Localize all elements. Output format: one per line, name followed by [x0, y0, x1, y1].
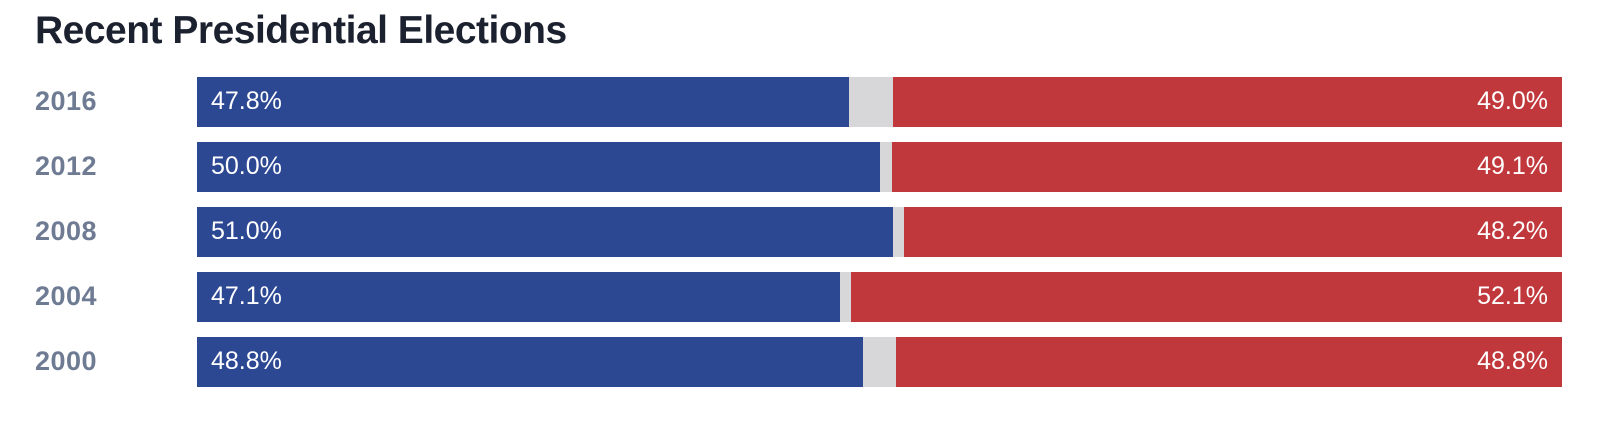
democratic-value-label: 50.0%: [211, 152, 282, 181]
year-label: 2012: [35, 151, 98, 182]
republican-value-label: 49.1%: [1477, 152, 1548, 181]
democratic-bar-segment: 47.1%: [197, 271, 840, 322]
year-label: 2016: [35, 86, 98, 117]
other-bar-segment: [879, 141, 892, 192]
election-row: 2004 47.1% 52.1%: [0, 271, 1562, 322]
democratic-value-label: 47.1%: [211, 282, 282, 311]
other-bar-segment: [839, 271, 851, 322]
other-bar-segment: [893, 206, 905, 257]
election-row: 2016 47.8% 49.0%: [0, 76, 1562, 127]
democratic-value-label: 47.8%: [211, 87, 282, 116]
election-row: 2008 51.0% 48.2%: [0, 206, 1562, 257]
stacked-bar: 47.8% 49.0%: [197, 76, 1562, 127]
year-label: 2004: [35, 281, 98, 312]
republican-value-label: 49.0%: [1477, 87, 1548, 116]
republican-value-label: 52.1%: [1477, 282, 1548, 311]
republican-bar-segment: 49.1%: [891, 141, 1562, 192]
republican-bar-segment: 49.0%: [893, 76, 1562, 127]
democratic-value-label: 48.8%: [211, 347, 282, 376]
republican-value-label: 48.2%: [1477, 217, 1548, 246]
democratic-value-label: 51.0%: [211, 217, 282, 246]
chart-title: Recent Presidential Elections: [35, 9, 567, 52]
stacked-bar: 50.0% 49.1%: [197, 141, 1562, 192]
stacked-bar: 51.0% 48.2%: [197, 206, 1562, 257]
year-label: 2008: [35, 216, 98, 247]
republican-value-label: 48.8%: [1477, 347, 1548, 376]
democratic-bar-segment: 50.0%: [197, 141, 880, 192]
republican-bar-segment: 52.1%: [850, 271, 1562, 322]
stacked-bar: 48.8% 48.8%: [197, 336, 1562, 387]
year-label: 2000: [35, 346, 98, 377]
republican-bar-segment: 48.8%: [895, 336, 1562, 387]
democratic-bar-segment: 51.0%: [197, 206, 894, 257]
stacked-bar: 47.1% 52.1%: [197, 271, 1562, 322]
chart-rows: 2016 47.8% 49.0% 2012 50.0% 49.1% 2008: [0, 76, 1600, 387]
democratic-bar-segment: 48.8%: [197, 336, 864, 387]
other-bar-segment: [863, 336, 896, 387]
other-bar-segment: [849, 76, 894, 127]
election-row: 2000 48.8% 48.8%: [0, 336, 1562, 387]
democratic-bar-segment: 47.8%: [197, 76, 850, 127]
election-row: 2012 50.0% 49.1%: [0, 141, 1562, 192]
republican-bar-segment: 48.2%: [904, 206, 1562, 257]
